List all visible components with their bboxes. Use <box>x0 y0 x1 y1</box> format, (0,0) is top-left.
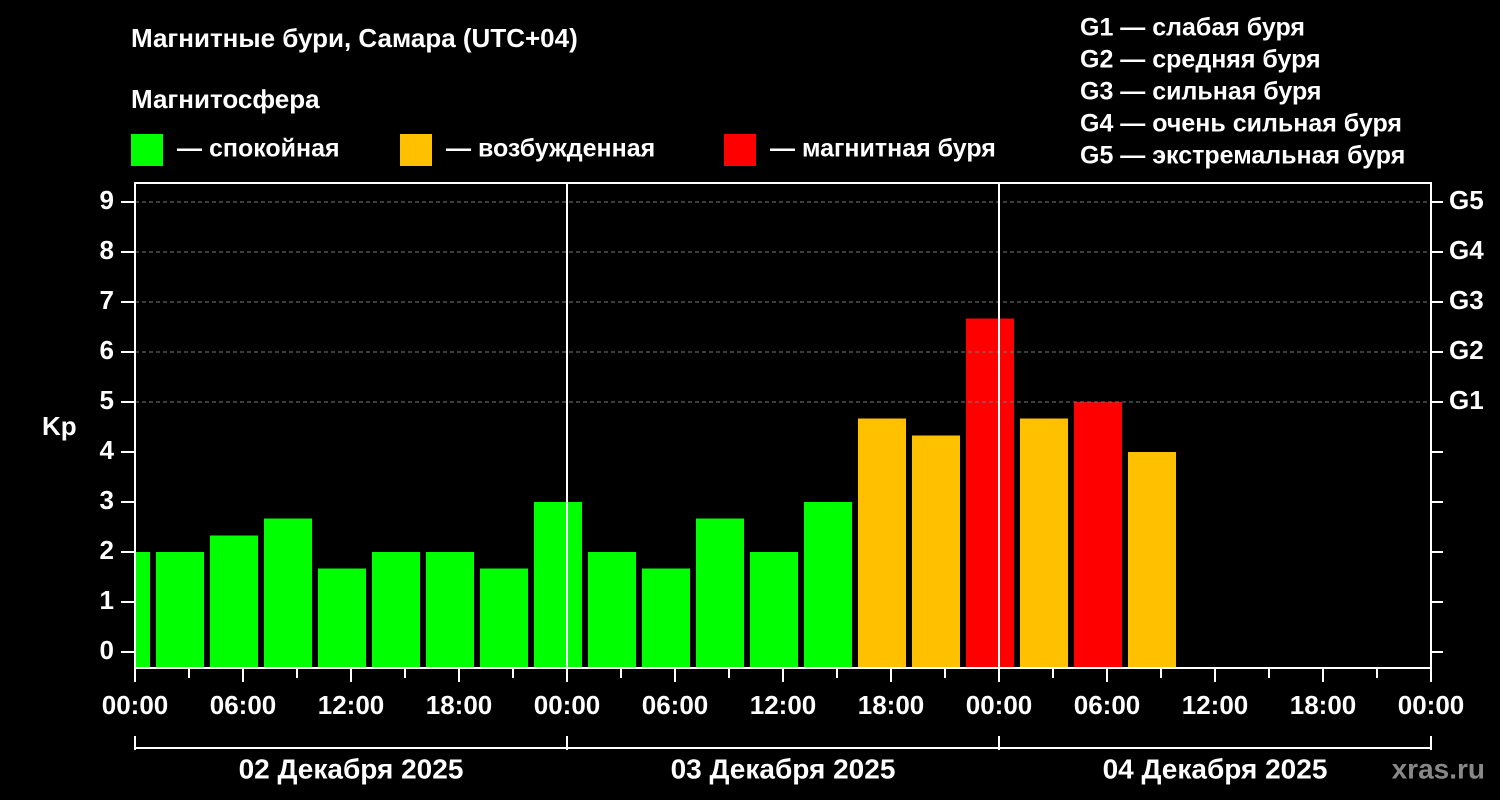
y2-tick-label: G1 <box>1449 385 1484 415</box>
x-tick-label: 12:00 <box>750 690 817 720</box>
legend-label: — возбужденная <box>446 135 655 163</box>
scale-note: G3 — сильная буря <box>1080 78 1322 106</box>
x-tick-label: 00:00 <box>534 690 601 720</box>
date-label: 04 Декабря 2025 <box>1103 753 1328 784</box>
bar <box>1073 402 1123 668</box>
y2-tick-label: G4 <box>1449 235 1484 265</box>
x-tick-label: 00:00 <box>966 690 1033 720</box>
y2-tick-label: G3 <box>1449 285 1484 315</box>
date-label: 02 Декабря 2025 <box>239 753 464 784</box>
chart-subtitle: Магнитосфера <box>131 84 320 114</box>
y2-tick-label: G2 <box>1449 335 1484 365</box>
bar <box>587 552 637 668</box>
y-tick-label: 5 <box>100 385 114 415</box>
y-tick-label: 3 <box>100 485 114 515</box>
scale-note: G5 — экстремальная буря <box>1080 142 1405 170</box>
y-axis-label: Kp <box>42 411 77 441</box>
bar <box>749 552 799 668</box>
y-tick-label: 1 <box>100 585 114 615</box>
bar <box>857 418 907 668</box>
bar <box>965 318 1015 668</box>
legend-swatch <box>400 134 432 166</box>
bar <box>155 552 205 668</box>
x-tick-label: 00:00 <box>102 690 169 720</box>
bar <box>425 552 475 668</box>
y-tick-label: 8 <box>100 235 114 265</box>
bar <box>317 568 367 668</box>
y-tick-label: 6 <box>100 335 114 365</box>
bar <box>533 502 583 668</box>
y-tick-label: 7 <box>100 285 114 315</box>
y-tick-label: 2 <box>100 535 114 565</box>
date-label: 03 Декабря 2025 <box>671 753 896 784</box>
x-tick-label: 18:00 <box>426 690 493 720</box>
bar <box>695 518 745 668</box>
legend-swatch <box>131 134 163 166</box>
x-tick-label: 12:00 <box>1182 690 1249 720</box>
y-tick-label: 0 <box>100 635 114 665</box>
watermark: xras.ru <box>1392 753 1485 784</box>
y-tick-label: 9 <box>100 185 114 215</box>
x-tick-label: 18:00 <box>1290 690 1357 720</box>
bar <box>1019 418 1069 668</box>
bar <box>479 568 529 668</box>
bar <box>209 535 259 668</box>
legend-label: — спокойная <box>177 135 340 163</box>
bar <box>803 502 853 668</box>
x-tick-label: 06:00 <box>642 690 709 720</box>
bar <box>641 568 691 668</box>
x-tick-label: 00:00 <box>1398 690 1465 720</box>
y-tick-label: 4 <box>100 435 115 465</box>
x-tick-label: 18:00 <box>858 690 925 720</box>
legend-label: — магнитная буря <box>770 135 996 163</box>
x-tick-label: 06:00 <box>1074 690 1141 720</box>
bar <box>263 518 313 668</box>
y2-tick-label: G5 <box>1449 185 1484 215</box>
x-tick-label: 12:00 <box>318 690 385 720</box>
legend-swatch <box>724 134 756 166</box>
scale-note: G4 — очень сильная буря <box>1080 110 1402 138</box>
bar <box>911 435 961 668</box>
scale-note: G1 — слабая буря <box>1080 14 1305 42</box>
scale-note: G2 — средняя буря <box>1080 46 1321 74</box>
bar <box>371 552 421 668</box>
x-tick-label: 06:00 <box>210 690 277 720</box>
bars <box>135 318 1177 668</box>
chart-title: Магнитные бури, Самара (UTC+04) <box>131 23 578 53</box>
bar <box>135 552 151 668</box>
bar <box>1127 452 1177 668</box>
